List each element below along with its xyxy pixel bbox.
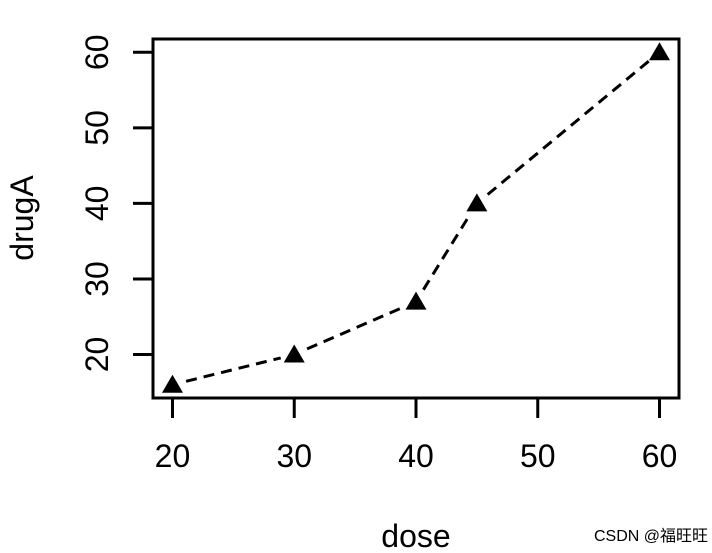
series-segment <box>486 60 650 196</box>
y-tick-label: 30 <box>79 261 115 297</box>
x-tick-label: 60 <box>642 438 678 474</box>
x-tick-label: 20 <box>155 438 191 474</box>
series-line-segments <box>185 60 650 383</box>
data-point-marker <box>466 193 488 212</box>
y-tick-label: 40 <box>79 186 115 222</box>
y-axis-title: drugA <box>4 175 40 261</box>
data-point-marker <box>161 374 183 393</box>
data-point-marker <box>283 344 305 363</box>
y-tick-label: 20 <box>79 337 115 373</box>
series-markers <box>161 42 671 393</box>
series-segment <box>185 356 282 383</box>
data-point-marker <box>405 291 427 310</box>
x-axis-title: dose <box>381 518 450 553</box>
watermark: CSDN @福旺旺 <box>594 527 708 545</box>
y-tick-label: 60 <box>79 34 115 70</box>
data-point-marker <box>649 42 671 61</box>
x-tick-label: 40 <box>398 438 434 474</box>
plot-box <box>151 37 681 400</box>
y-axis-ticks: 20 30 40 50 60 <box>79 34 153 372</box>
series-segment <box>306 305 404 351</box>
x-axis-ticks: 20 30 40 50 60 <box>155 398 678 474</box>
y-tick-label: 50 <box>79 110 115 146</box>
x-tick-label: 30 <box>276 438 312 474</box>
series-segment <box>422 214 471 291</box>
x-tick-label: 50 <box>520 438 556 474</box>
